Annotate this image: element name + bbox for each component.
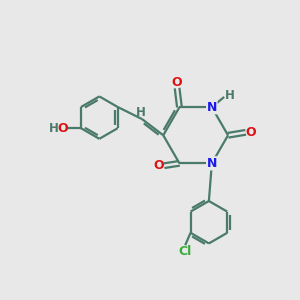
Text: N: N — [207, 157, 217, 170]
Text: O: O — [57, 122, 68, 135]
Text: N: N — [207, 101, 217, 114]
Text: O: O — [172, 76, 182, 89]
Text: H: H — [136, 106, 146, 119]
Text: Cl: Cl — [178, 245, 192, 259]
Text: O: O — [154, 159, 164, 172]
Text: H: H — [49, 122, 59, 135]
Text: O: O — [246, 126, 256, 139]
Text: H: H — [225, 89, 234, 102]
